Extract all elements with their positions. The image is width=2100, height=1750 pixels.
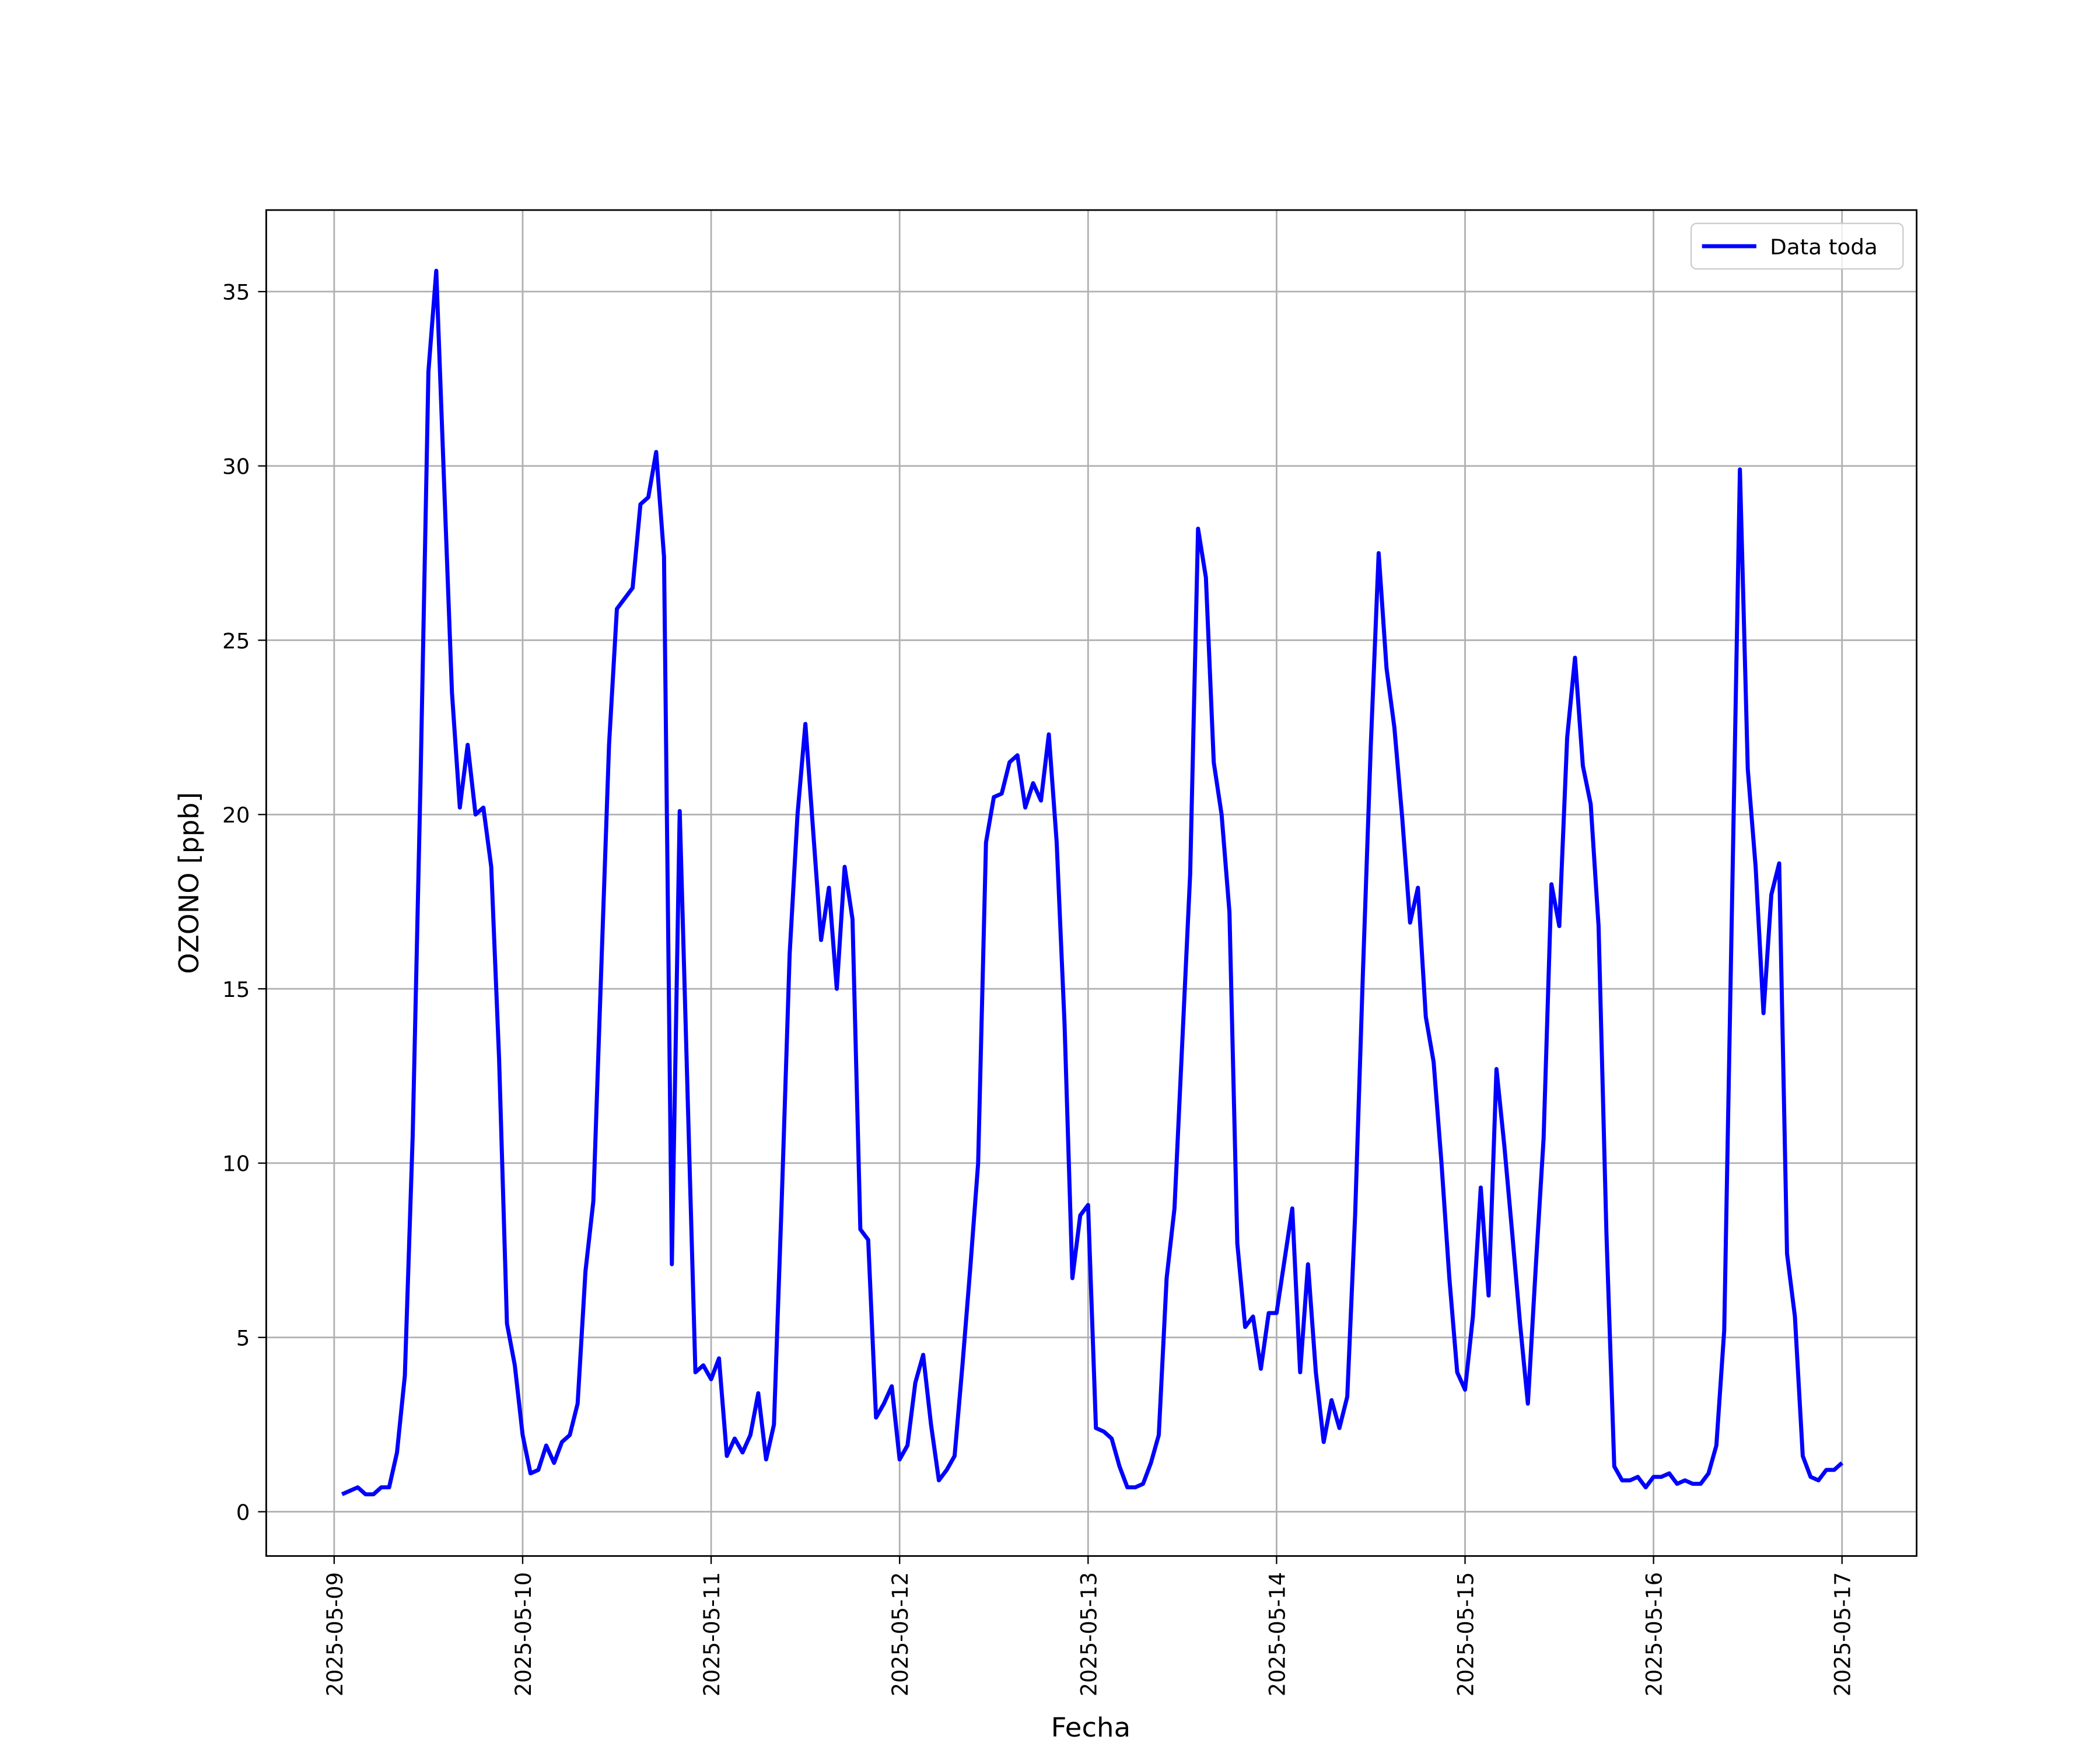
y-tick-label: 20 xyxy=(222,803,250,828)
y-tick-label: 15 xyxy=(222,977,250,1002)
legend-label: Data toda xyxy=(1770,235,1878,260)
x-tick-label: 2025-05-13 xyxy=(1076,1572,1101,1696)
x-tick-label: 2025-05-15 xyxy=(1453,1572,1478,1696)
x-tick-label: 2025-05-12 xyxy=(888,1572,913,1696)
y-tick-label: 0 xyxy=(236,1500,250,1525)
y-tick-label: 35 xyxy=(222,280,250,305)
data-line xyxy=(341,268,1844,1497)
x-tick-label: 2025-05-14 xyxy=(1265,1572,1290,1696)
x-tick-label: 2025-05-10 xyxy=(511,1572,536,1696)
x-tick-label: 2025-05-11 xyxy=(699,1572,724,1696)
x-axis-label: Fecha xyxy=(1051,1712,1131,1743)
x-tick-label: 2025-05-09 xyxy=(323,1572,348,1696)
y-tick-label: 25 xyxy=(222,629,250,654)
plot-area: 0 5 10 15 20 25 30 35 2025-05-09 2025-05-10 2025-0… xyxy=(222,209,1918,1696)
plot-frame xyxy=(265,209,1918,1557)
y-tick-label: 5 xyxy=(236,1326,250,1351)
y-axis-label: OZONO [ppb] xyxy=(173,792,205,974)
legend-box xyxy=(1690,222,1904,270)
x-tick-label: 2025-05-17 xyxy=(1830,1572,1855,1696)
x-tick-label: 2025-05-16 xyxy=(1642,1572,1667,1696)
y-tick-label: 30 xyxy=(222,454,250,480)
y-tick-label: 10 xyxy=(222,1152,250,1177)
